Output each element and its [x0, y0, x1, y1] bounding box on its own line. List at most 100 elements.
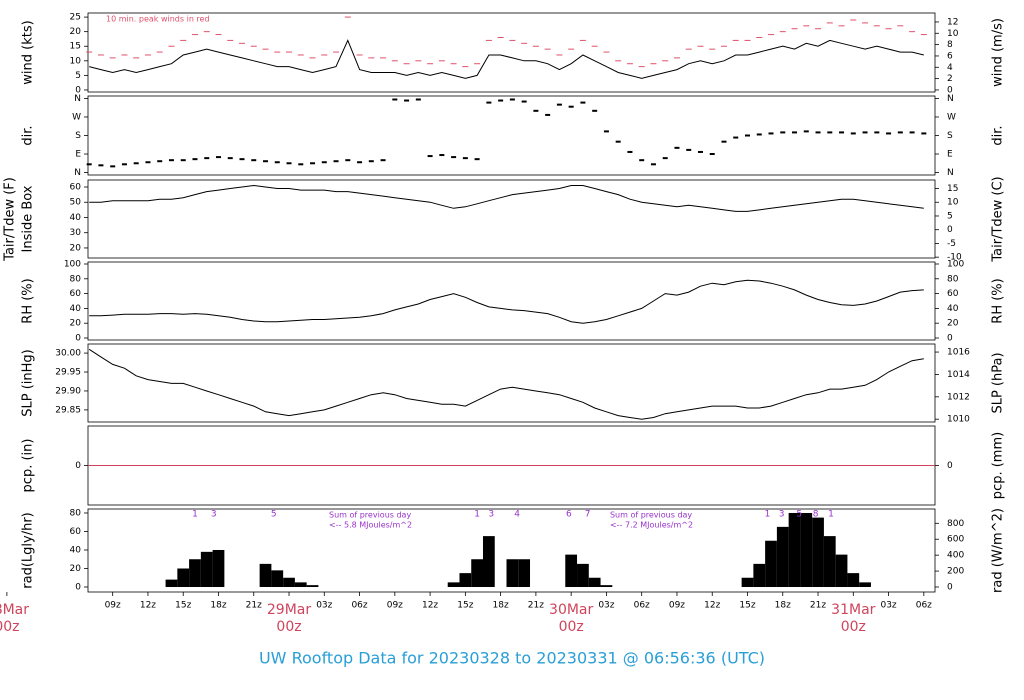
y-tick-label: 40	[70, 304, 82, 314]
y-tick-label: 15	[70, 42, 81, 52]
dir-point	[357, 161, 363, 164]
y2-tick-label: 600	[947, 535, 964, 545]
day-label: 29Mar	[267, 602, 311, 618]
panel-frame	[87, 95, 936, 176]
panel-frame	[87, 179, 936, 259]
y-tick-label: 40	[70, 545, 82, 555]
y-tick-label: 30	[70, 228, 82, 238]
bar	[565, 554, 578, 588]
dir-point	[862, 131, 868, 134]
hour-mark: 8	[813, 510, 819, 520]
x-tick-label: 03z	[316, 601, 332, 611]
y2-tick-label: N	[947, 94, 954, 104]
x-tick-label: 18z	[493, 601, 509, 611]
sum-note: <-- 5.8 MJoules/m^2	[329, 521, 412, 530]
dir-point	[850, 132, 856, 135]
dir-point	[157, 160, 163, 163]
y-tick-label: 100	[64, 259, 81, 269]
y-axis-label: wind (kts)	[21, 20, 36, 84]
dir-point	[145, 161, 151, 164]
y-axis-label: SLP (inHg)	[21, 349, 36, 417]
y-tick-label: 40	[70, 213, 82, 223]
bar	[788, 512, 801, 588]
dir-point	[415, 98, 421, 101]
dir-point	[286, 162, 292, 165]
bar	[271, 570, 284, 588]
y2-tick-label: 400	[947, 551, 964, 561]
dir-point	[839, 131, 845, 134]
y-tick-label: 20	[70, 243, 82, 253]
dir-point	[921, 132, 927, 135]
x-tick-label: 03z	[598, 601, 614, 611]
data-line	[89, 184, 924, 212]
x-tick-label: 09z	[105, 601, 121, 611]
bar	[753, 563, 766, 588]
data-line	[89, 39, 924, 79]
data-line	[88, 348, 924, 420]
dir-point	[368, 160, 374, 163]
dir-point	[204, 157, 210, 160]
y-tick-label: 60	[70, 527, 82, 537]
y2-axis-label: RH (%)	[991, 278, 1006, 323]
y-tick-label: 25	[70, 13, 81, 23]
hour-mark: 3	[211, 510, 217, 520]
dir-point	[392, 98, 398, 101]
y2-tick-label: 1012	[947, 392, 970, 402]
y2-tick-label: 10	[947, 29, 959, 39]
x-tick-label: 09z	[387, 601, 403, 611]
dir-point	[568, 105, 574, 108]
y2-tick-label: 2	[947, 74, 953, 84]
bar	[776, 526, 789, 588]
y2-axis-label: rad (W/m^2)	[991, 508, 1006, 593]
y2-tick-label: 0	[947, 461, 953, 471]
day-sub-label: 00z	[0, 619, 19, 635]
dir-point	[345, 159, 351, 162]
data-line	[89, 279, 924, 324]
day-label: 28Mar	[0, 602, 29, 618]
hour-mark: 4	[514, 510, 520, 520]
y2-tick-label: 8	[947, 40, 953, 50]
dir-point	[721, 140, 727, 143]
y-tick-label: 0	[75, 583, 81, 593]
dir-point	[733, 136, 739, 139]
y-tick-label: 5	[75, 71, 81, 81]
dir-point	[333, 160, 339, 163]
panel-frame	[87, 12, 936, 93]
x-tick-label: 06z	[634, 601, 650, 611]
y2-tick-label: 0	[947, 225, 953, 235]
x-tick-label: 03z	[880, 601, 896, 611]
y-tick-label: 29.85	[55, 405, 81, 415]
y-tick-label: N	[74, 94, 81, 104]
day-sub-label: 00z	[276, 619, 301, 635]
bar	[812, 517, 824, 588]
x-tick-label: 21z	[810, 601, 826, 611]
dir-point	[874, 131, 880, 134]
dir-point	[298, 163, 304, 166]
dir-point	[886, 132, 892, 135]
y-tick-label: 20	[70, 564, 82, 574]
dir-point	[815, 131, 821, 134]
y-axis-label: pcp. (in)	[21, 439, 36, 493]
dir-point	[686, 148, 692, 151]
hour-mark: 1	[192, 510, 198, 520]
y2-axis-label: pcp. (mm)	[991, 432, 1006, 499]
day-sub-label: 00z	[559, 619, 584, 635]
dir-point	[263, 160, 269, 163]
y-tick-label: 20	[70, 319, 82, 329]
hour-mark: 3	[779, 510, 785, 520]
dir-point	[215, 156, 221, 159]
y2-tick-label: 12	[947, 17, 958, 27]
hour-mark: 5	[796, 510, 802, 520]
dir-point	[310, 162, 316, 165]
y2-axis-label: dir.	[991, 125, 1006, 145]
bar	[283, 577, 295, 588]
y2-tick-label: 1016	[947, 348, 970, 358]
y2-tick-label: N	[947, 168, 954, 178]
y2-tick-label: 40	[947, 304, 959, 314]
dir-point	[674, 146, 680, 149]
dir-point	[756, 133, 762, 136]
y-tick-label: 30.00	[55, 349, 81, 359]
y2-tick-label: W	[947, 112, 956, 122]
y-axis-label: Tair/Tdew (F)	[3, 177, 18, 262]
